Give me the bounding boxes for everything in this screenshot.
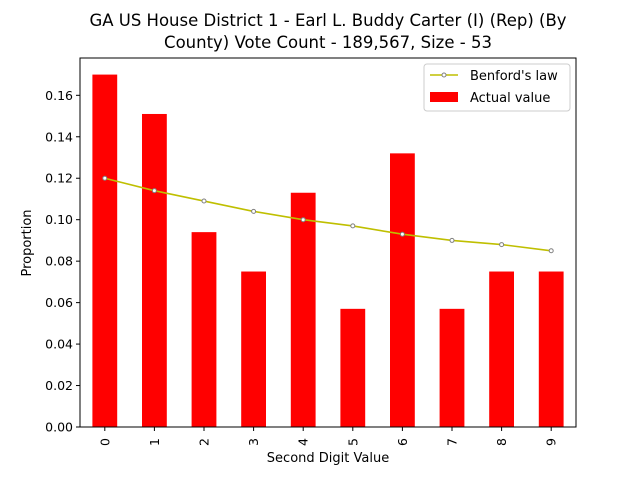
x-axis-label: Second Digit Value (267, 451, 389, 466)
line-series-benford (102, 175, 554, 254)
y-tick-label: 0.00 (45, 420, 73, 435)
bar-series-actual (92, 74, 564, 428)
x-tick-label: 0 (97, 438, 112, 446)
x-tick-label: 7 (445, 438, 460, 446)
benford-point-4 (300, 217, 306, 223)
y-tick-label: 0.04 (45, 337, 73, 352)
x-tick-label: 4 (296, 438, 311, 446)
x-tick-label: 1 (147, 438, 162, 446)
x-tick-label: 6 (395, 438, 410, 446)
benford-point-2 (201, 198, 207, 204)
legend-bar-swatch (430, 92, 458, 102)
x-tick-label: 8 (494, 438, 509, 446)
legend-label-benford: Benford's law (470, 69, 558, 84)
x-tick-label: 5 (345, 438, 360, 446)
benford-point-0 (102, 175, 108, 181)
y-tick-label: 0.06 (45, 295, 73, 310)
bar-digit-5 (340, 308, 366, 427)
bar-digit-9 (538, 271, 564, 427)
plot-area-frame (79, 57, 577, 428)
bar-digit-4 (290, 192, 316, 427)
chart-title: GA US House District 1 - Earl L. Buddy C… (0, 10, 640, 54)
legend-line-marker (441, 72, 447, 78)
y-tick-label: 0.16 (45, 88, 73, 103)
chart-title-line-1: GA US House District 1 - Earl L. Buddy C… (89, 11, 567, 30)
bar-digit-1 (142, 113, 167, 427)
bar-digit-2 (191, 232, 217, 427)
chart-title-line-2: County) Vote Count - 189,567, Size - 53 (164, 33, 492, 52)
y-tick-label: 0.08 (45, 254, 73, 269)
y-axis-label: Proportion (20, 209, 35, 276)
x-tick-label: 3 (246, 438, 261, 446)
bar-digit-6 (390, 153, 415, 427)
benford-point-5 (350, 223, 356, 229)
benford-point-7 (449, 237, 455, 243)
benford-point-9 (548, 248, 554, 254)
benford-point-8 (499, 242, 505, 248)
y-tick-label: 0.14 (45, 129, 73, 144)
legend: Benford's law Actual value (423, 63, 571, 112)
bar-digit-8 (489, 271, 514, 427)
benford-point-1 (151, 188, 157, 194)
y-tick-label: 0.02 (45, 378, 73, 393)
y-tick-label: 0.10 (45, 212, 73, 227)
bar-digit-7 (439, 308, 465, 427)
bar-digit-0 (92, 74, 118, 428)
legend-box (423, 63, 571, 112)
x-axis: 0 1 2 3 4 5 6 7 8 9 (97, 427, 559, 446)
y-tick-label: 0.12 (45, 171, 73, 186)
benford-point-3 (251, 208, 257, 214)
y-axis: 0.00 0.02 0.04 0.06 0.08 0.10 0.12 0.14 0.16 (45, 88, 80, 435)
x-tick-label: 2 (197, 438, 212, 446)
legend-label-actual: Actual value (470, 91, 550, 106)
benford-line (104, 177, 552, 252)
bar-digit-3 (241, 271, 266, 427)
benford-point-6 (399, 231, 405, 237)
x-tick-label: 9 (544, 438, 559, 446)
